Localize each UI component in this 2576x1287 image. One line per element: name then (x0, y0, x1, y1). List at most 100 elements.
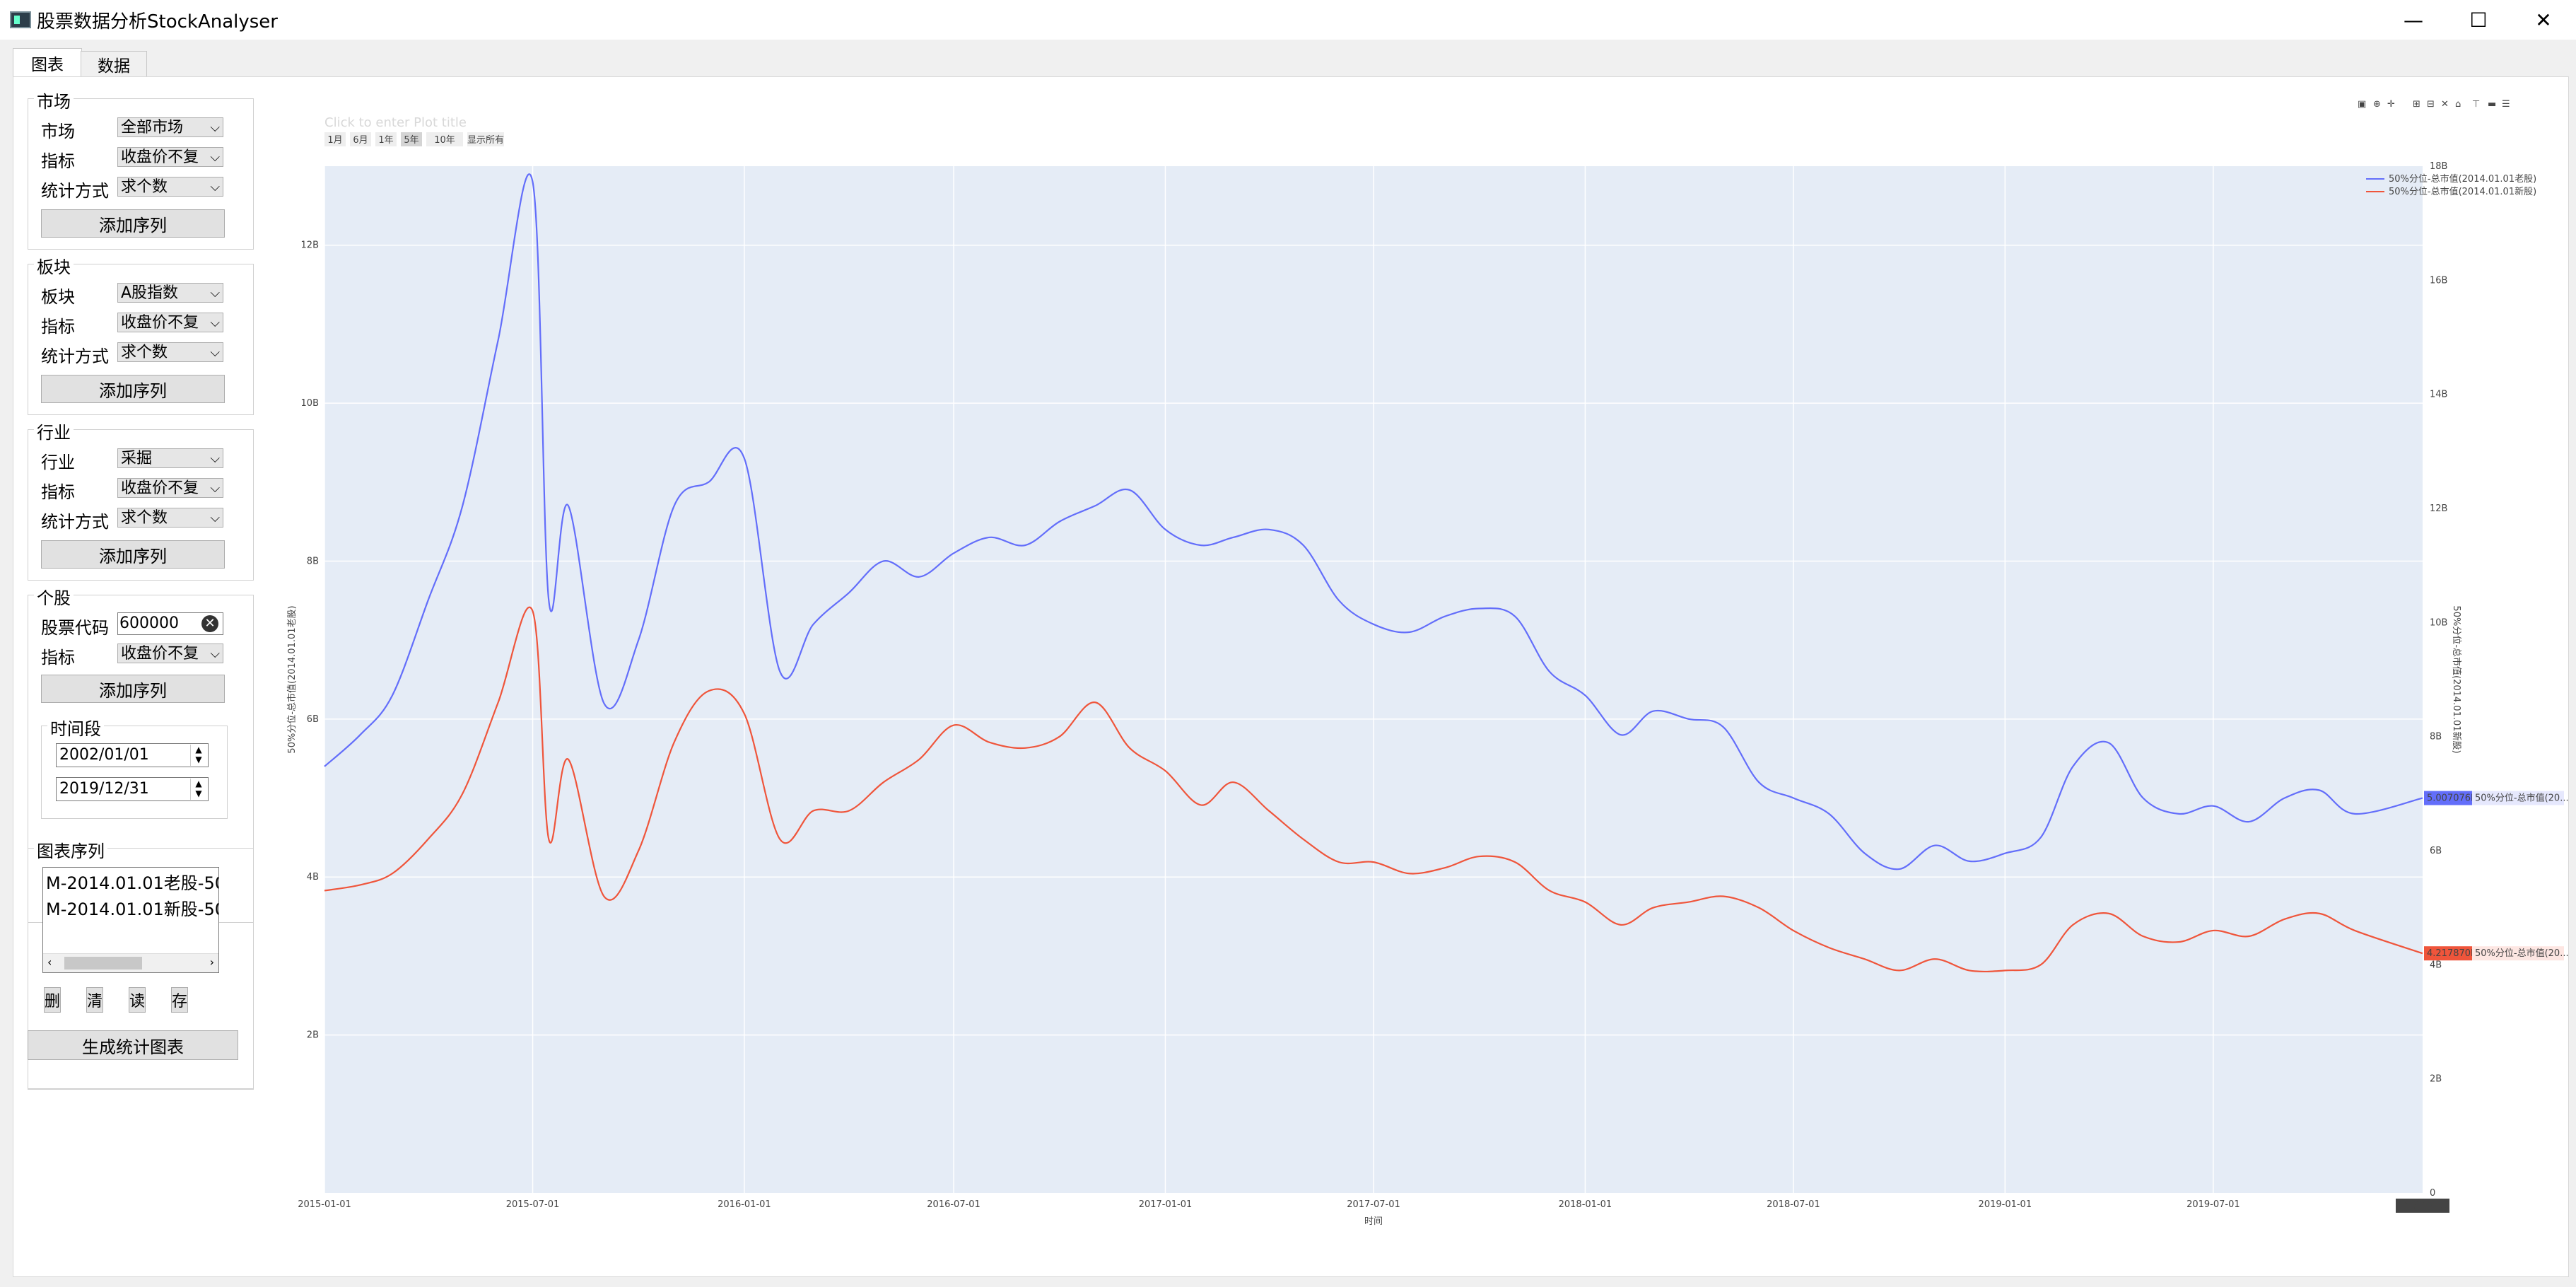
read-series-button[interactable]: 读 (129, 987, 146, 1013)
x-tick-label: 2016-07-01 (927, 1199, 980, 1210)
industry-stat-select[interactable]: 求个数 ⌵ (117, 508, 223, 528)
x-tick-label: 2016-01-01 (718, 1199, 771, 1210)
x-tick-label: 2018-07-01 (1767, 1199, 1820, 1210)
hover-blue-label-bg (2472, 791, 2564, 805)
market-group-title: 市场 (34, 88, 74, 112)
generate-chart-button[interactable]: 生成统计图表 (28, 1030, 238, 1060)
sector-indicator-select[interactable]: 收盘价不复 ⌵ (117, 313, 223, 332)
market-indicator-label: 指标 (41, 151, 75, 171)
chevron-right-icon[interactable]: › (209, 955, 214, 969)
hover-labels: 2019-12-30 5.007076B 50%分位-总市值(20... 4.2… (2396, 791, 2569, 1213)
y-axis-right: 0 2B 4B 6B 8B 10B 12B 14B 16B 18B (2430, 161, 2447, 1199)
range-button[interactable]: 显示所有 (467, 135, 504, 146)
industry-add-series-button[interactable]: 添加序列 (41, 540, 225, 569)
hover-blue-value-bg (2424, 791, 2472, 805)
stock-indicator-label: 指标 (41, 648, 75, 668)
series-group-title: 图表序列 (34, 837, 107, 862)
y-right-tick-label: 18B (2430, 161, 2447, 172)
clear-series-button[interactable]: 清 (86, 987, 103, 1013)
camera-icon[interactable]: ▣ (2358, 99, 2366, 110)
horizontal-scrollbar[interactable]: ‹ › (43, 953, 218, 972)
line-chart[interactable]: ▣ ⊕ ✛ ⊞ ⊟ ✕ ⌂ ⊤ ▬ ☰ Click to enter Plot … (282, 77, 2569, 1276)
range-button[interactable]: 1月 (327, 135, 342, 146)
autoscale-icon[interactable]: ✕ (2441, 99, 2449, 110)
save-series-button[interactable]: 存 (171, 987, 188, 1013)
sector-stat-select[interactable]: 求个数 ⌵ (117, 342, 223, 362)
range-button[interactable]: 1年 (378, 135, 393, 146)
plot-title-placeholder[interactable]: Click to enter Plot title (324, 115, 467, 130)
y-right-tick-label: 14B (2430, 390, 2447, 400)
chart-tab-pane: 市场 市场 全部市场 ⌵ 指标 收盘价不复 ⌵ 统计方式 求个数 ⌵ 添加序列 板块 … (13, 76, 2569, 1277)
x-tick-label: 2015-07-01 (506, 1199, 560, 1210)
tab-data[interactable]: 数据 (81, 51, 147, 77)
hover-compare-icon[interactable]: ☰ (2502, 99, 2510, 110)
maximize-button[interactable]: ☐ (2469, 8, 2488, 32)
chart-toolbar[interactable]: ▣ ⊕ ✛ ⊞ ⊟ ✕ ⌂ ⊤ ▬ ☰ (2358, 99, 2510, 110)
y-axis-left: 2B 4B 6B 8B 10B 12B (301, 240, 319, 1041)
range-button[interactable]: 10年 (434, 135, 455, 146)
range-button[interactable]: 5年 (404, 135, 418, 146)
sector-select[interactable]: A股指数 ⌵ (117, 283, 223, 303)
y-left-tick-label: 10B (301, 398, 319, 409)
y-axis-left-label: 50%分位-总市值(2014.01.01老股) (286, 605, 298, 753)
tab-chart[interactable]: 图表 (13, 48, 82, 77)
home-icon[interactable]: ⌂ (2455, 99, 2461, 110)
scrollbar-thumb[interactable] (64, 957, 142, 969)
spinner-icon[interactable]: ▲ ▼ (190, 745, 206, 766)
legend[interactable]: 50%分位-总市值(2014.01.01老股) 50%分位-总市值(2014.0… (2366, 173, 2536, 197)
window-title: 股票数据分析StockAnalyser (37, 11, 278, 33)
zoom-out-icon[interactable]: ⊟ (2427, 99, 2435, 110)
stock-indicator-select[interactable]: 收盘价不复 ⌵ (117, 644, 223, 663)
y-axis-right-label: 50%分位-总市值(2014.01.01新股) (2451, 605, 2462, 753)
y-right-tick-label: 6B (2430, 846, 2442, 856)
y-left-tick-label: 12B (301, 240, 319, 251)
y-left-tick-label: 8B (307, 556, 319, 566)
series-list-group: 图表序列 M-2014.01.01老股-50 M-2014.01.01新股-50… (28, 837, 254, 1090)
industry-indicator-label: 指标 (41, 482, 75, 502)
chevron-down-icon: ⌵ (210, 286, 220, 301)
pan-icon[interactable]: ✛ (2387, 99, 2395, 110)
period-group-title: 时间段 (47, 715, 104, 740)
y-right-tick-label: 12B (2430, 503, 2447, 514)
close-button[interactable]: ✕ (2535, 8, 2552, 32)
series-listbox[interactable]: M-2014.01.01老股-50 M-2014.01.01新股-50 ‹ › (42, 867, 219, 973)
spinner-icon[interactable]: ▲ ▼ (190, 779, 206, 800)
y-right-tick-label: 16B (2430, 275, 2447, 286)
range-button[interactable]: 6月 (353, 135, 368, 146)
range-button-bg (324, 132, 346, 146)
market-indicator-select[interactable]: 收盘价不复 ⌵ (117, 147, 223, 167)
legend-item-new-stocks[interactable]: 50%分位-总市值(2014.01.01新股) (2389, 186, 2536, 197)
x-axis: 2015-01-01 2015-07-01 2016-01-01 2016-07-01… (298, 1199, 2240, 1210)
delete-series-button[interactable]: 删 (44, 987, 61, 1013)
series-line-old-stocks[interactable] (324, 173, 2423, 870)
market-select[interactable]: 全部市场 ⌵ (117, 117, 223, 137)
chevron-left-icon[interactable]: ‹ (47, 955, 52, 969)
hover-blue-value: 5.007076B (2427, 793, 2477, 804)
spike-lines-icon[interactable]: ⊤ (2472, 99, 2480, 110)
list-item[interactable]: M-2014.01.01新股-50 (46, 899, 219, 919)
market-label: 市场 (41, 122, 75, 141)
end-date-input[interactable]: 2019/12/31 ▲ ▼ (56, 777, 209, 801)
industry-select[interactable]: 采掘 ⌵ (117, 448, 223, 468)
hover-x-label: 2019-12-30 (2396, 1201, 2449, 1211)
stock-code-input[interactable]: 600000 ✕ (117, 612, 223, 635)
list-item[interactable]: M-2014.01.01老股-50 (46, 873, 219, 893)
hover-closest-icon[interactable]: ▬ (2488, 99, 2496, 110)
zoom-in-icon[interactable]: ⊞ (2413, 99, 2420, 110)
stock-add-series-button[interactable]: 添加序列 (41, 675, 225, 703)
clear-icon[interactable]: ✕ (201, 615, 218, 632)
minimize-button[interactable]: — (2404, 8, 2423, 32)
sector-stat-label: 统计方式 (41, 346, 109, 366)
series-line-new-stocks[interactable] (324, 606, 2423, 973)
legend-item-old-stocks[interactable]: 50%分位-总市值(2014.01.01老股) (2389, 173, 2536, 185)
sector-indicator-label: 指标 (41, 317, 75, 337)
start-date-input[interactable]: 2002/01/01 ▲ ▼ (56, 743, 209, 767)
industry-label: 行业 (41, 453, 75, 472)
zoom-icon[interactable]: ⊕ (2373, 99, 2381, 110)
sector-add-series-button[interactable]: 添加序列 (41, 375, 225, 403)
range-selector[interactable]: 1月 6月 1年 5年 10年 显示所有 (324, 132, 504, 146)
industry-indicator-select[interactable]: 收盘价不复 ⌵ (117, 478, 223, 498)
chevron-down-icon: ⌵ (210, 345, 220, 360)
market-stat-select[interactable]: 求个数 ⌵ (117, 177, 223, 197)
market-add-series-button[interactable]: 添加序列 (41, 209, 225, 238)
